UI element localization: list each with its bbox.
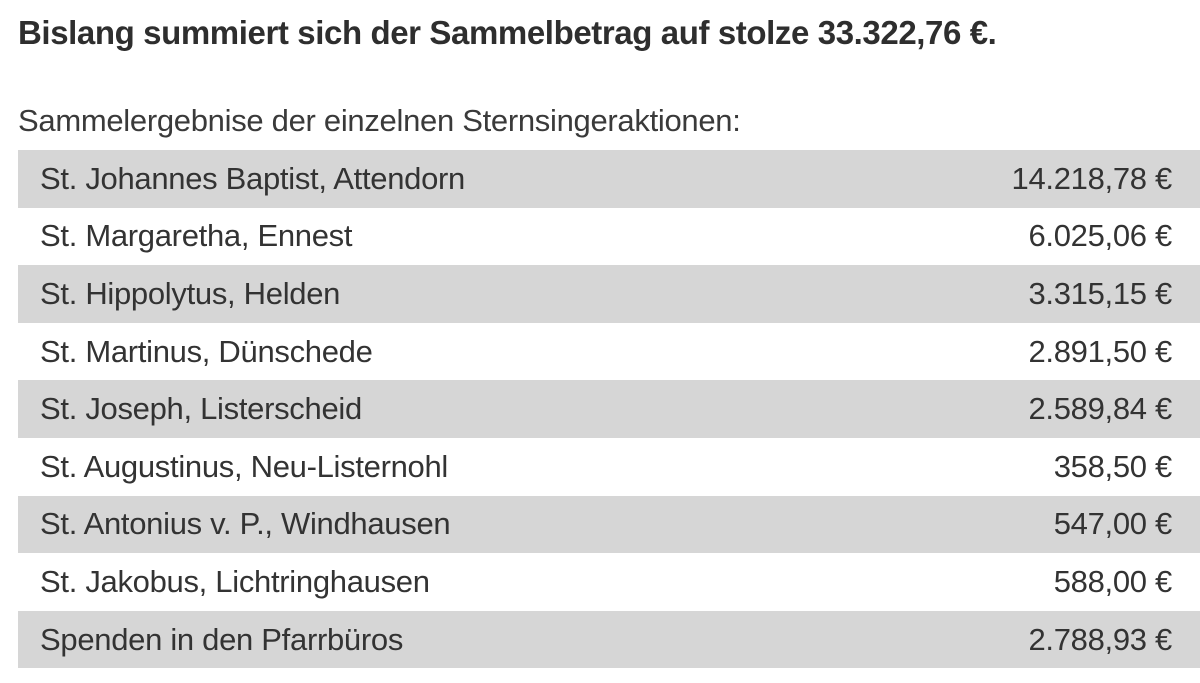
- table-row: St. Augustinus, Neu-Listernohl 358,50 €: [18, 437, 1200, 496]
- table-row: St. Margaretha, Ennest 6.025,06 €: [18, 207, 1200, 266]
- parish-name: St. Hippolytus, Helden: [18, 265, 752, 323]
- collection-amount: 3.315,15 €: [752, 265, 1200, 323]
- collection-results-table: St. Johannes Baptist, Attendorn 14.218,7…: [18, 150, 1200, 669]
- collection-amount: 358,50 €: [752, 437, 1200, 496]
- parish-name: Spenden in den Pfarrbüros: [18, 610, 752, 669]
- table-row: St. Joseph, Listerscheid 2.589,84 €: [18, 380, 1200, 438]
- collection-amount: 2.788,93 €: [752, 610, 1200, 669]
- parish-name: St. Martinus, Dünschede: [18, 322, 752, 381]
- table-row: St. Martinus, Dünschede 2.891,50 €: [18, 322, 1200, 381]
- parish-name: St. Johannes Baptist, Attendorn: [18, 150, 752, 208]
- parish-name: St. Joseph, Listerscheid: [18, 380, 752, 438]
- table-row: St. Jakobus, Lichtringhausen 588,00 €: [18, 553, 1200, 611]
- parish-name: St. Augustinus, Neu-Listernohl: [18, 437, 752, 496]
- collection-amount: 2.589,84 €: [752, 380, 1200, 438]
- parish-name: St. Jakobus, Lichtringhausen: [18, 553, 752, 611]
- collection-amount: 547,00 €: [752, 495, 1200, 554]
- collection-amount: 6.025,06 €: [752, 207, 1200, 266]
- collection-amount: 2.891,50 €: [752, 322, 1200, 381]
- collection-amount: 588,00 €: [752, 553, 1200, 611]
- table-row: St. Antonius v. P., Windhausen 547,00 €: [18, 495, 1200, 554]
- parish-name: St. Antonius v. P., Windhausen: [18, 495, 752, 554]
- table-row: St. Hippolytus, Helden 3.315,15 €: [18, 265, 1200, 323]
- headline-total: Bislang summiert sich der Sammelbetrag a…: [18, 14, 997, 51]
- collection-amount: 14.218,78 €: [752, 150, 1200, 208]
- parish-name: St. Margaretha, Ennest: [18, 207, 752, 266]
- table-row: Spenden in den Pfarrbüros 2.788,93 €: [18, 610, 1200, 669]
- table-row: St. Johannes Baptist, Attendorn 14.218,7…: [18, 150, 1200, 208]
- table-intro: Sammelergebnise der einzelnen Sternsinge…: [18, 103, 741, 138]
